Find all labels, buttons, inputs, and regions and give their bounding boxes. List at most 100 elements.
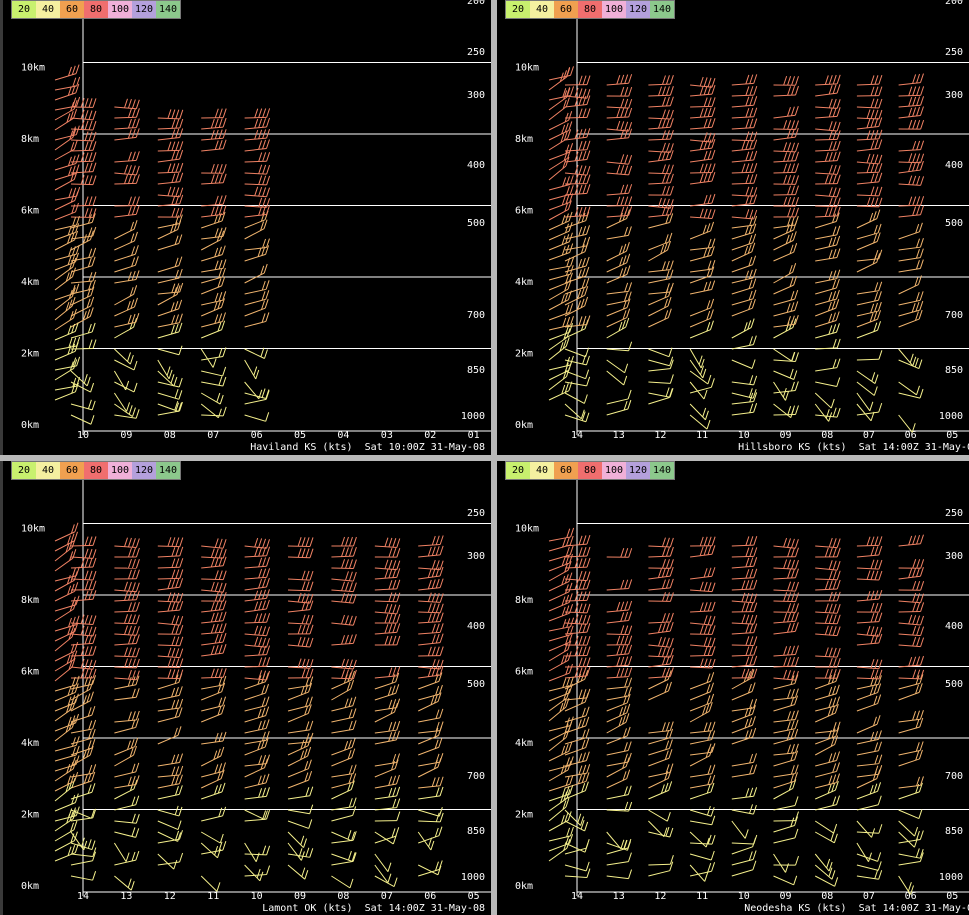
wind-barb bbox=[898, 580, 925, 591]
speed-legend: 20 40 60 80 100 120 140 bbox=[505, 461, 675, 480]
wind-barb bbox=[244, 657, 271, 668]
wind-barb bbox=[331, 875, 354, 889]
wind-barb bbox=[418, 807, 443, 817]
wind-barb bbox=[856, 370, 879, 384]
wind-barb bbox=[606, 253, 631, 273]
wind-barb bbox=[898, 749, 923, 767]
wind-barb bbox=[898, 291, 924, 306]
wind-barb bbox=[548, 265, 574, 281]
wind-barb bbox=[374, 827, 400, 844]
wind-barb bbox=[548, 129, 572, 151]
wind-barb bbox=[244, 388, 270, 400]
wind-barb bbox=[815, 625, 841, 637]
wind-barb bbox=[548, 303, 574, 321]
pressure-tick-label: 300 bbox=[945, 90, 963, 101]
wind-barb bbox=[815, 98, 841, 109]
wind-barb bbox=[773, 559, 799, 570]
wind-barb bbox=[689, 850, 715, 861]
wind-barb bbox=[548, 527, 575, 542]
wind-barb bbox=[690, 171, 716, 185]
wind-barb bbox=[418, 776, 444, 789]
wind-barb bbox=[54, 96, 81, 111]
panel-footer: Neodesha KS (kts) Sat 14:00Z 31-May-08 bbox=[744, 903, 969, 914]
wind-barb bbox=[898, 259, 924, 273]
wind-barb bbox=[374, 623, 401, 635]
height-tick-label: 6km bbox=[21, 667, 39, 678]
wind-barb bbox=[548, 221, 573, 241]
wind-barb bbox=[898, 248, 924, 262]
wind-barb bbox=[856, 232, 881, 251]
wind-barb bbox=[548, 756, 574, 772]
wind-barb bbox=[114, 256, 139, 273]
wind-barb bbox=[564, 666, 591, 679]
wind-barb bbox=[200, 403, 222, 419]
wind-barb bbox=[689, 320, 714, 339]
wind-barb bbox=[548, 617, 575, 632]
height-tick-label: 2km bbox=[21, 349, 39, 360]
wind-barb bbox=[731, 716, 756, 734]
wind-barb bbox=[54, 595, 80, 612]
wind-barb bbox=[244, 381, 263, 400]
wind-barb bbox=[70, 162, 97, 174]
wind-barb bbox=[856, 392, 874, 412]
wind-barb bbox=[114, 775, 140, 789]
wind-barb bbox=[648, 820, 668, 837]
wind-barb bbox=[201, 245, 226, 262]
wind-barb bbox=[157, 377, 183, 388]
wind-barb bbox=[201, 129, 227, 141]
wind-barb bbox=[418, 665, 444, 679]
wind-barb bbox=[898, 669, 925, 680]
wind-barb bbox=[773, 828, 799, 844]
wind-barb bbox=[564, 174, 591, 185]
wind-barb bbox=[54, 683, 79, 702]
wind-barb bbox=[114, 745, 138, 767]
wind-barb bbox=[157, 118, 184, 130]
wind-barb bbox=[54, 164, 80, 181]
legend-swatch: 60 bbox=[554, 462, 578, 479]
hour-tick-label: 06 bbox=[424, 891, 436, 902]
wind-barb bbox=[606, 741, 632, 756]
hour-tick-label: 14 bbox=[77, 891, 89, 902]
wind-barb bbox=[70, 738, 96, 756]
wind-barb bbox=[548, 676, 574, 692]
wind-barb bbox=[606, 359, 629, 374]
wind-barb bbox=[564, 256, 590, 273]
height-tick-label: 8km bbox=[515, 595, 533, 606]
wind-barb bbox=[287, 570, 314, 581]
pressure-tick-label: 500 bbox=[467, 679, 485, 690]
wind-barb bbox=[548, 97, 570, 121]
wind-barb bbox=[114, 558, 140, 569]
wind-barb bbox=[70, 208, 97, 218]
wind-barb bbox=[114, 795, 140, 811]
legend-swatch: 80 bbox=[578, 1, 602, 18]
wind-barb bbox=[374, 811, 401, 822]
wind-barb bbox=[54, 252, 79, 271]
wind-barb bbox=[648, 537, 674, 548]
wind-barb bbox=[201, 312, 226, 328]
pressure-tick-label: 1000 bbox=[939, 411, 963, 422]
wind-barb bbox=[418, 786, 444, 800]
pressure-tick-label: 400 bbox=[467, 160, 485, 171]
wind-barb bbox=[690, 208, 716, 220]
wind-barb bbox=[548, 381, 573, 401]
wind-barb bbox=[814, 392, 835, 409]
wind-barb bbox=[564, 603, 591, 614]
height-tick-label: 2km bbox=[21, 810, 39, 821]
wind-barb bbox=[773, 220, 798, 240]
wind-barb bbox=[548, 316, 574, 331]
wind-barb bbox=[856, 197, 883, 208]
wind-barb bbox=[548, 211, 573, 231]
wind-barb bbox=[374, 579, 401, 591]
hour-tick-label: 07 bbox=[207, 430, 219, 441]
legend-swatch: 40 bbox=[530, 1, 554, 18]
hour-tick-label: 07 bbox=[381, 891, 393, 902]
wind-barb bbox=[548, 561, 572, 582]
wind-barb bbox=[287, 786, 314, 800]
wind-barb bbox=[54, 571, 78, 592]
wind-barb bbox=[374, 568, 401, 580]
wind-barb bbox=[898, 222, 923, 240]
wind-barb bbox=[418, 592, 444, 603]
panel-divider-horizontal[interactable] bbox=[0, 455, 969, 461]
wind-barb bbox=[856, 612, 883, 624]
wind-barb bbox=[201, 108, 227, 119]
